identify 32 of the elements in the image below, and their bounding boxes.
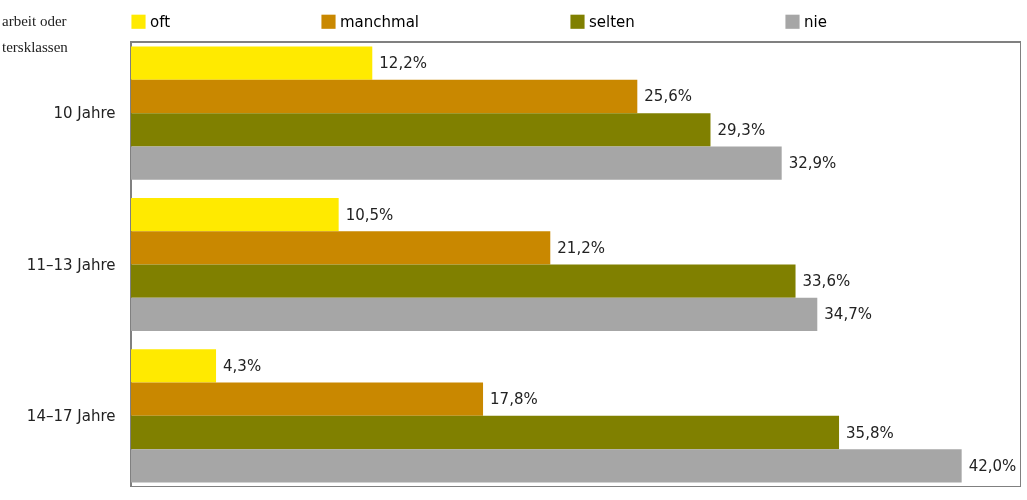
data-label: 25,6% xyxy=(644,87,692,106)
data-label: 42,0% xyxy=(968,456,1017,475)
legend-label: oft xyxy=(150,12,171,31)
data-label: 33,6% xyxy=(802,272,851,291)
bar xyxy=(131,146,782,180)
data-label: 4,3% xyxy=(223,356,262,375)
bar xyxy=(131,382,484,416)
legend-label: nie xyxy=(804,12,827,31)
bar xyxy=(131,79,638,114)
bar xyxy=(131,297,818,332)
bar xyxy=(131,197,339,232)
bar xyxy=(131,349,217,383)
data-label: 32,9% xyxy=(788,154,837,173)
data-label: 12,2% xyxy=(379,54,427,73)
legend-label: selten xyxy=(589,12,635,31)
y-tick-label: 14–17 Jahre xyxy=(26,406,116,425)
bar xyxy=(131,415,840,450)
bar xyxy=(131,46,373,80)
chart-title: arbeit oder tersklassen xyxy=(2,12,68,57)
data-label: 17,8% xyxy=(490,390,538,409)
bar xyxy=(131,449,962,483)
legend-label: manchmal xyxy=(340,12,420,31)
data-label: 34,7% xyxy=(824,305,872,324)
y-tick-label: 10 Jahre xyxy=(53,104,116,123)
data-label: 35,8% xyxy=(846,423,894,442)
data-label: 10,5% xyxy=(345,205,394,224)
data-label: 29,3% xyxy=(717,120,766,139)
bar xyxy=(131,113,711,147)
data-label: 21,2% xyxy=(557,238,605,257)
y-tick-label: 11–13 Jahre xyxy=(26,255,116,274)
bar xyxy=(131,231,551,265)
bar xyxy=(131,264,796,298)
